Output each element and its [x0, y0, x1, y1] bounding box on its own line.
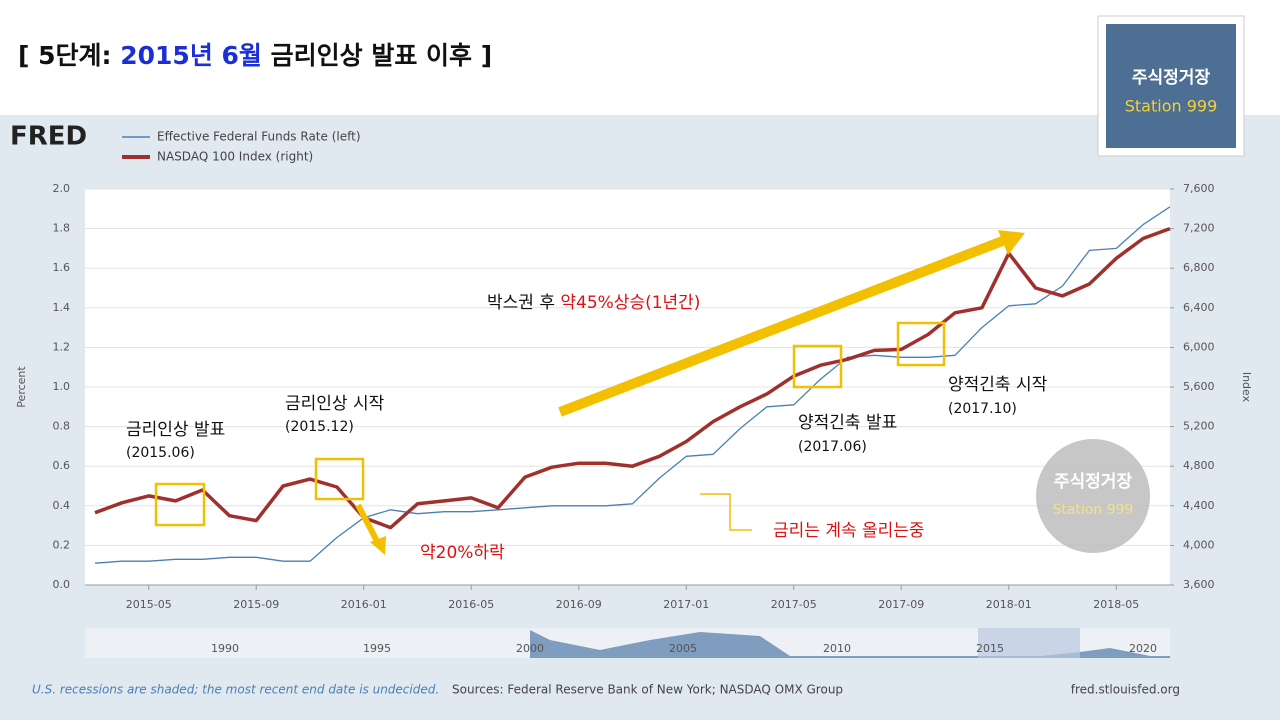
x-tick-label: 2016-09 [556, 598, 602, 611]
annotation: 양적긴축 발표 [798, 413, 897, 433]
logo: FRED [10, 122, 87, 152]
footer-note: U.S. recessions are shaded; the most rec… [32, 683, 439, 697]
annotation-part: 약45%상승(1년간) [560, 293, 700, 313]
annotation: 박스권 후 약45%상승(1년간) [487, 293, 700, 313]
y2-tick-label: 4,400 [1183, 499, 1215, 512]
series-line [94, 226, 1171, 530]
watermark-text: 주식정거장 [1132, 68, 1211, 88]
annotation: 금리는 계속 올리는중 [773, 521, 925, 541]
footer-sources: Sources: Federal Reserve Bank of New Yor… [452, 683, 843, 697]
navigator-label: 1995 [363, 642, 391, 655]
y2-tick-label: 6,000 [1183, 340, 1215, 353]
watermark-text: Station 999 [1053, 502, 1134, 518]
highlight-box [314, 457, 365, 501]
title-part: [ 5단계: [18, 41, 120, 70]
y2-tick-label: 4,800 [1183, 459, 1215, 472]
arrowhead [370, 536, 386, 555]
highlight-box [154, 482, 206, 527]
y2-axis-label: Index [1240, 372, 1253, 403]
navigator-label: 2020 [1129, 642, 1157, 655]
y2-tick-label: 5,600 [1183, 380, 1215, 393]
annotation: 금리인상 발표 [126, 420, 225, 440]
y-tick-label: 1.8 [53, 222, 71, 235]
annotation: (2017.06) [798, 439, 867, 455]
y-tick-label: 0.4 [53, 499, 71, 512]
watermark-image [1106, 24, 1236, 148]
annotation: 약20%하락 [420, 543, 505, 563]
y-tick-label: 1.6 [53, 261, 71, 274]
y-tick-label: 0.8 [53, 420, 71, 433]
y2-tick-label: 6,800 [1183, 261, 1215, 274]
x-tick-label: 2015-09 [233, 598, 279, 611]
highlight-box [896, 321, 946, 367]
y-axis-label: Percent [15, 366, 28, 408]
annotation: 금리인상 시작 [285, 394, 385, 414]
y-tick-label: 0.0 [53, 578, 71, 591]
pointer [700, 493, 752, 531]
navigator-label: 1990 [211, 642, 239, 655]
x-tick-label: 2018-05 [1093, 598, 1139, 611]
footer-site: fred.stlouisfed.org [1071, 683, 1180, 697]
highlight-box [792, 344, 843, 389]
watermark-text: 주식정거장 [1054, 472, 1133, 492]
title-highlight: 2015년 6월 [120, 41, 262, 70]
y2-tick-label: 6,400 [1183, 301, 1215, 314]
y2-tick-label: 7,600 [1183, 182, 1215, 195]
x-tick-label: 2015-05 [126, 598, 172, 611]
navigator-label: 2000 [516, 642, 544, 655]
navigator-labels: 1990 1995 2000 2005 2010 2015 2020 [211, 642, 1157, 655]
navigator-label: 2010 [823, 642, 851, 655]
annotations: 금리인상 발표 (2015.06) 금리인상 시작 (2015.12) 약20%… [126, 230, 1048, 563]
legend-label: NASDAQ 100 Index (right) [157, 150, 313, 164]
x-tick-label: 2017-01 [663, 598, 709, 611]
y-tick-label: 1.4 [53, 301, 71, 314]
watermark-circle [1036, 439, 1150, 553]
annotation: 양적긴축 시작 [948, 375, 1048, 395]
title-part: 금리인상 발표 이후 ] [262, 41, 492, 70]
annotation-part: 박스권 후 [487, 293, 560, 313]
navigator-label: 2015 [976, 642, 1004, 655]
watermark-text: Station 999 [1125, 97, 1218, 116]
y-tick-label: 1.0 [53, 380, 71, 393]
y-tick-label: 1.2 [53, 340, 71, 353]
x-tick-label: 2017-09 [878, 598, 924, 611]
arrow [558, 235, 1007, 417]
y-tick-label: 2.0 [53, 182, 71, 195]
y2-tick-label: 4,000 [1183, 538, 1215, 551]
x-tick-label: 2016-01 [341, 598, 387, 611]
y2-tick-label: 5,200 [1183, 420, 1215, 433]
annotation: (2015.12) [285, 419, 354, 435]
y2-tick-label: 7,200 [1183, 222, 1215, 235]
annotation: (2015.06) [126, 445, 195, 461]
legend-label: Effective Federal Funds Rate (left) [157, 130, 361, 144]
y-tick-label: 0.2 [53, 538, 71, 551]
y2-tick-label: 3,600 [1183, 578, 1215, 591]
navigator-area [530, 630, 1170, 658]
annotation: (2017.10) [948, 401, 1017, 417]
navigator-selection [978, 628, 1080, 658]
arrowhead [998, 230, 1025, 255]
x-tick-label: 2018-01 [986, 598, 1032, 611]
navigator-label: 2005 [669, 642, 697, 655]
x-tick-label: 2017-05 [771, 598, 817, 611]
x-tick-label: 2016-05 [448, 598, 494, 611]
y-tick-label: 0.6 [53, 459, 71, 472]
series-line [94, 206, 1171, 564]
title: [ 5단계: 2015년 6월 금리인상 발표 이후 ] [18, 41, 492, 70]
arrow [355, 503, 381, 545]
